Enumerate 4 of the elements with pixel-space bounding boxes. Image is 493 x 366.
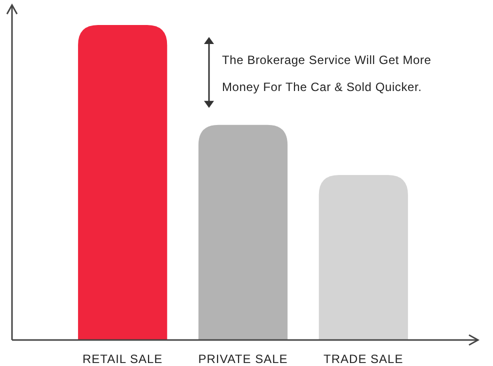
annotation: The Brokerage Service Will Get More Money For The Car & Sold Quicker. <box>222 53 432 94</box>
x-tick-label: TRADE SALE <box>324 352 404 366</box>
x-tick-label: RETAIL SALE <box>82 352 163 366</box>
x-tick-label: PRIVATE SALE <box>198 352 288 366</box>
